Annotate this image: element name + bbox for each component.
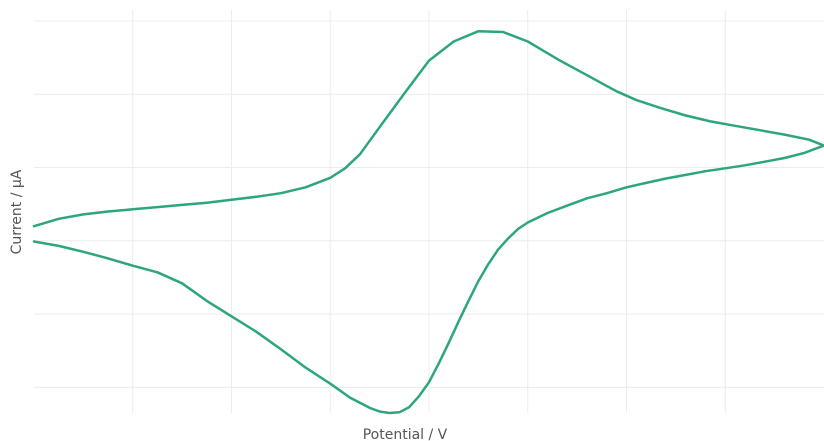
- reverse-scan-line: [32, 144, 824, 415]
- y-axis-title: Current / µA: [9, 169, 25, 254]
- forward-scan-line: [32, 29, 824, 228]
- x-axis-title: Potential / V: [363, 427, 448, 441]
- data-series: [32, 29, 824, 415]
- grid-lines: [34, 10, 824, 413]
